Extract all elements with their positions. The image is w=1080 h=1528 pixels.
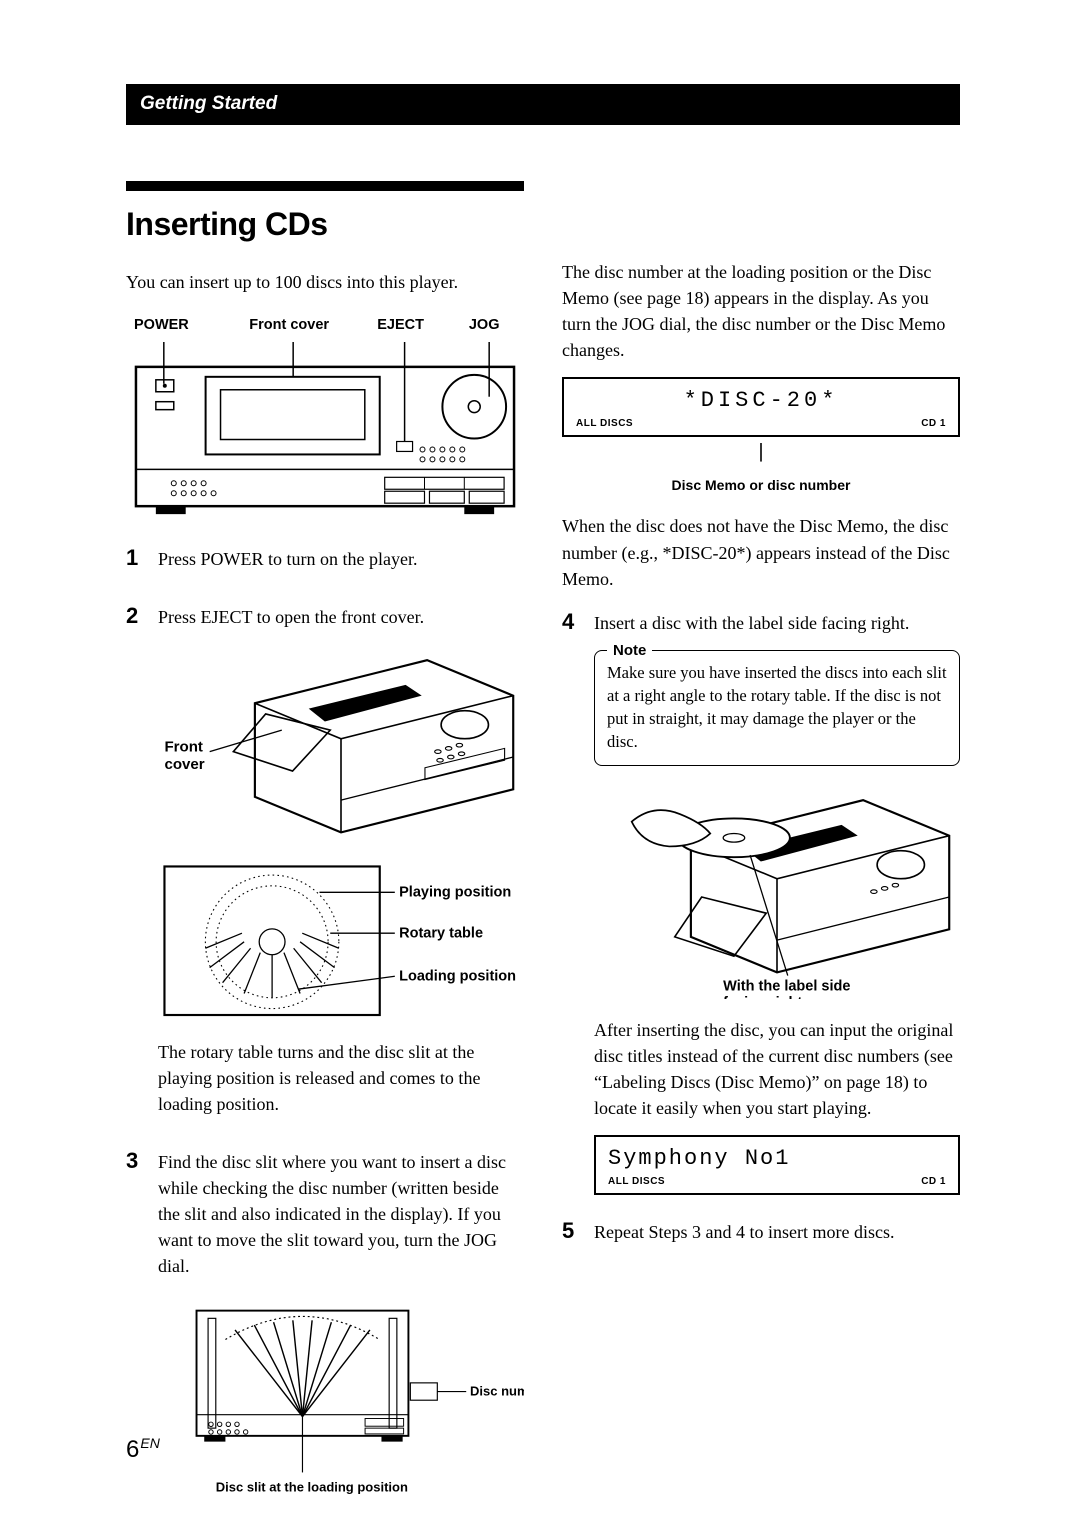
step-2-after: The rotary table turns and the disc slit… xyxy=(158,1039,524,1117)
display-2: Symphony No1 ALL DISCS CD 1 xyxy=(594,1135,960,1195)
step-2-fig-rotary: Playing position Rotary table Loading po… xyxy=(158,860,524,1021)
page-title: Inserting CDs xyxy=(126,201,524,247)
step-1: 1 Press POWER to turn on the player. xyxy=(126,546,524,586)
note-title: Note xyxy=(607,640,652,661)
label-eject: EJECT xyxy=(357,315,445,336)
display-1-left: ALL DISCS xyxy=(576,417,633,432)
step-2-num: 2 xyxy=(126,604,144,1131)
label-jog: JOG xyxy=(444,315,524,336)
page-number: 6EN xyxy=(126,1433,160,1468)
display-2-left: ALL DISCS xyxy=(608,1175,665,1190)
step-3-text: Find the disc slit where you want to ins… xyxy=(158,1149,524,1279)
display-2-right: CD 1 xyxy=(921,1175,946,1190)
svg-text:cover: cover xyxy=(164,756,204,773)
step-4-fig: With the label side facing right xyxy=(594,784,960,999)
label-playing-position: Playing position xyxy=(399,885,511,901)
step-4-text: Insert a disc with the label side facing… xyxy=(594,610,960,636)
step-1-num: 1 xyxy=(126,546,144,586)
left-column: Inserting CDs You can insert up to 100 d… xyxy=(126,181,524,1516)
display-1-right: CD 1 xyxy=(921,417,946,432)
two-column-layout: Inserting CDs You can insert up to 100 d… xyxy=(126,181,960,1516)
svg-text:With the label side: With the label side xyxy=(723,979,850,995)
step-3-body: Find the disc slit where you want to ins… xyxy=(158,1149,524,1516)
step-2-text: Press EJECT to open the front cover. xyxy=(158,604,524,630)
display-1: *DISC-20* ALL DISCS CD 1 xyxy=(562,377,960,437)
step-5-num: 5 xyxy=(562,1219,580,1259)
svg-text:facing right: facing right xyxy=(723,995,802,999)
display-1-caption: Disc Memo or disc number xyxy=(562,475,960,495)
note-box: Note Make sure you have inserted the dis… xyxy=(594,650,960,766)
step-1-text: Press POWER to turn on the player. xyxy=(158,546,524,572)
section-header: Getting Started xyxy=(126,84,960,125)
step-2: 2 Press EJECT to open the front cover. F… xyxy=(126,604,524,1131)
display-1-leader xyxy=(562,443,960,475)
section-header-text: Getting Started xyxy=(140,93,277,114)
device-label-row: POWER Front cover EJECT JOG xyxy=(126,315,524,336)
label-disc-number: Disc number xyxy=(470,1384,524,1399)
display-1-after: When the disc does not have the Disc Mem… xyxy=(562,513,960,591)
step-1-body: Press POWER to turn on the player. xyxy=(158,546,524,586)
step-5: 5 Repeat Steps 3 and 4 to insert more di… xyxy=(562,1219,960,1259)
svg-text:Front: Front xyxy=(164,739,202,756)
label-power: POWER xyxy=(126,315,222,336)
label-disc-slit: Disc slit at the loading position xyxy=(216,1480,408,1495)
step-5-body: Repeat Steps 3 and 4 to insert more disc… xyxy=(594,1219,960,1259)
display-1-sub: ALL DISCS CD 1 xyxy=(576,417,946,432)
page-lang: EN xyxy=(140,1435,159,1451)
display-2-main: Symphony No1 xyxy=(608,1143,946,1175)
right-intro: The disc number at the loading position … xyxy=(562,259,960,363)
step-3: 3 Find the disc slit where you want to i… xyxy=(126,1149,524,1516)
step-4-body: Insert a disc with the label side facing… xyxy=(594,610,960,1202)
device-front-diagram xyxy=(126,342,524,521)
label-loading-position: Loading position xyxy=(399,969,516,985)
step-4-num: 4 xyxy=(562,610,580,1202)
page-number-value: 6 xyxy=(126,1436,139,1463)
step-2-fig-iso: Front cover xyxy=(158,644,524,849)
label-rotary-table: Rotary table xyxy=(399,926,483,942)
step-5-text: Repeat Steps 3 and 4 to insert more disc… xyxy=(594,1219,960,1245)
step-4-after: After inserting the disc, you can input … xyxy=(594,1017,960,1121)
step-3-fig: Disc number Disc slit at the loading pos… xyxy=(158,1301,524,1508)
display-1-main: *DISC-20* xyxy=(576,385,946,417)
note-body: Make sure you have inserted the discs in… xyxy=(607,663,947,751)
right-column: The disc number at the loading position … xyxy=(562,181,960,1516)
step-4: 4 Insert a disc with the label side faci… xyxy=(562,610,960,1202)
label-front-cover: Front cover xyxy=(222,315,357,336)
display-2-sub: ALL DISCS CD 1 xyxy=(608,1175,946,1190)
intro-text: You can insert up to 100 discs into this… xyxy=(126,269,524,295)
step-2-body: Press EJECT to open the front cover. Fro… xyxy=(158,604,524,1131)
title-rule xyxy=(126,181,524,191)
